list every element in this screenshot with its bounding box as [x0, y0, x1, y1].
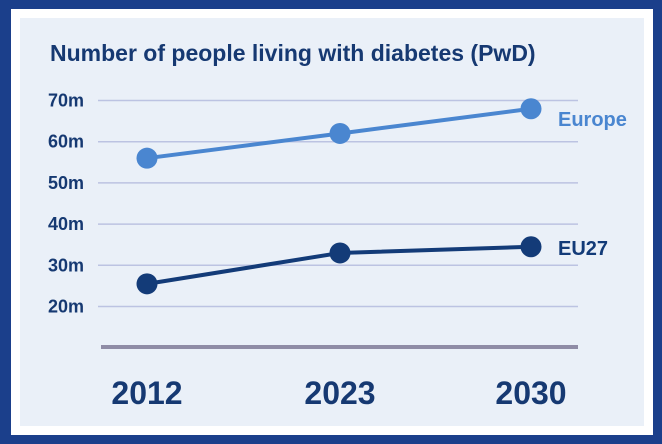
y-tick-label: 40m: [48, 214, 84, 234]
data-point-europe: [329, 122, 351, 144]
y-tick-label: 50m: [48, 173, 84, 193]
series-label-europe: Europe: [558, 109, 627, 131]
y-tick-label: 60m: [48, 132, 84, 152]
x-tick-label: 2023: [304, 375, 375, 411]
series-label-eu27: EU27: [558, 238, 608, 260]
y-tick-label: 70m: [48, 91, 84, 111]
data-point-europe: [136, 147, 158, 169]
data-point-eu27: [329, 242, 351, 264]
data-point-europe: [520, 98, 542, 120]
x-tick-label: 2030: [495, 375, 566, 411]
data-point-eu27: [136, 273, 158, 295]
chart-panel: Number of people living with diabetes (P…: [11, 9, 653, 435]
chart-title: Number of people living with diabetes (P…: [50, 40, 536, 66]
y-tick-label: 30m: [48, 255, 84, 275]
line-chart: 20m 30m 40m 50m 60m 70m 2012 2023 2030 Europe EU27: [48, 91, 627, 412]
chart-area: Number of people living with diabetes (P…: [20, 18, 644, 426]
x-tick-label: 2012: [111, 375, 182, 411]
data-point-eu27: [520, 236, 542, 258]
y-tick-label: 20m: [48, 297, 84, 317]
